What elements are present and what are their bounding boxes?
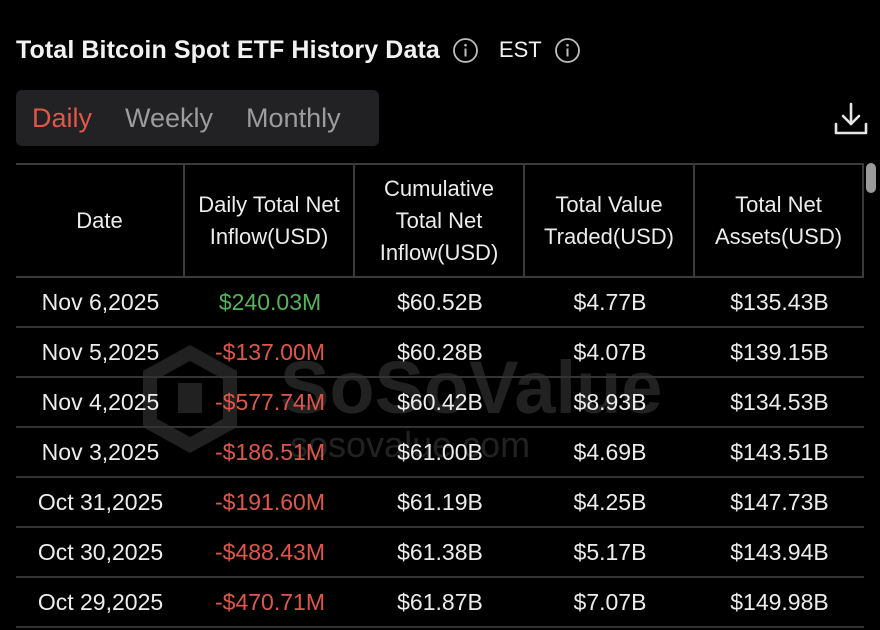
cell-value-traded: $7.07B [573,589,647,615]
tab-monthly[interactable]: Monthly [246,102,341,133]
table-row: Nov 4,2025 -$577.74M $60.42B $8.93B $134.53B [16,378,864,428]
table-body: Nov 6,2025 $240.03M $60.52B $4.77B $135.43B N… [16,278,864,628]
table-row: Oct 31,2025 -$191.60M $61.19B $4.25B $147.73… [16,478,864,528]
cell-daily-inflow: $240.03M [218,289,322,315]
cell-cumulative-inflow: $60.28B [397,339,483,365]
scrollbar-thumb[interactable] [866,163,876,193]
cell-date: Oct 30,2025 [37,539,164,565]
column-header-value-traded[interactable]: Total Value Traded(USD) [525,165,695,276]
period-tabs: Daily Weekly Monthly [16,90,379,146]
tab-weekly[interactable]: Weekly [125,102,214,133]
cell-value-traded: $4.69B [573,439,647,465]
cell-date: Nov 4,2025 [41,389,160,415]
column-header-cumulative-inflow[interactable]: Cumulative Total Net Inflow(USD) [355,165,525,276]
table-row: Nov 3,2025 -$186.51M $61.00B $4.69B $143.51B [16,428,864,478]
etf-history-table: Date Daily Total Net Inflow(USD) Cumulat… [16,163,864,628]
cell-daily-inflow: -$137.00M [215,339,325,365]
cell-daily-inflow: -$488.43M [215,539,325,565]
cell-net-assets: $149.98B [730,589,829,615]
cell-net-assets: $134.53B [730,389,829,415]
cell-net-assets: $139.15B [730,339,829,365]
cell-net-assets: $143.94B [730,539,829,565]
cell-date: Nov 6,2025 [41,289,160,315]
table-header-row: Date Daily Total Net Inflow(USD) Cumulat… [16,165,864,278]
cell-value-traded: $4.25B [573,489,647,515]
cell-cumulative-inflow: $60.42B [397,389,483,415]
cell-cumulative-inflow: $60.52B [397,289,483,315]
cell-cumulative-inflow: $61.00B [397,439,483,465]
timezone-label: EST [498,37,542,62]
tab-daily[interactable]: Daily [32,102,93,133]
cell-value-traded: $4.07B [573,339,647,365]
cell-value-traded: $5.17B [573,539,647,565]
cell-value-traded: $4.77B [573,289,647,315]
page-title: Total Bitcoin Spot ETF History Data [16,35,440,64]
column-header-net-assets[interactable]: Total Net Assets(USD) [695,165,864,276]
table-row: Oct 29,2025 -$470.71M $61.87B $7.07B $149.98… [16,578,864,628]
cell-cumulative-inflow: $61.19B [397,489,483,515]
cell-date: Nov 3,2025 [41,439,160,465]
column-header-date[interactable]: Date [16,165,185,276]
page-header: Total Bitcoin Spot ETF History Data EST [16,30,581,70]
cell-daily-inflow: -$186.51M [215,439,325,465]
table-row: Nov 6,2025 $240.03M $60.52B $4.77B $135.43B [16,278,864,328]
cell-cumulative-inflow: $61.38B [397,539,483,565]
cell-date: Nov 5,2025 [41,339,160,365]
timezone-info-icon[interactable] [554,37,581,64]
table-row: Oct 30,2025 -$488.43M $61.38B $5.17B $143.94… [16,528,864,578]
cell-date: Oct 29,2025 [37,589,164,615]
cell-value-traded: $8.93B [573,389,647,415]
cell-net-assets: $147.73B [730,489,829,515]
cell-cumulative-inflow: $61.87B [397,589,483,615]
cell-daily-inflow: -$577.74M [215,389,325,415]
column-header-daily-inflow[interactable]: Daily Total Net Inflow(USD) [185,165,355,276]
cell-daily-inflow: -$470.71M [215,589,325,615]
info-circle-icon[interactable] [452,37,479,64]
cell-net-assets: $135.43B [730,289,829,315]
download-icon[interactable] [832,100,870,138]
vertical-scrollbar[interactable] [865,163,877,630]
cell-net-assets: $143.51B [730,439,829,465]
cell-daily-inflow: -$191.60M [215,489,325,515]
table-row: Nov 5,2025 -$137.00M $60.28B $4.07B $139.15B [16,328,864,378]
cell-date: Oct 31,2025 [37,489,164,515]
